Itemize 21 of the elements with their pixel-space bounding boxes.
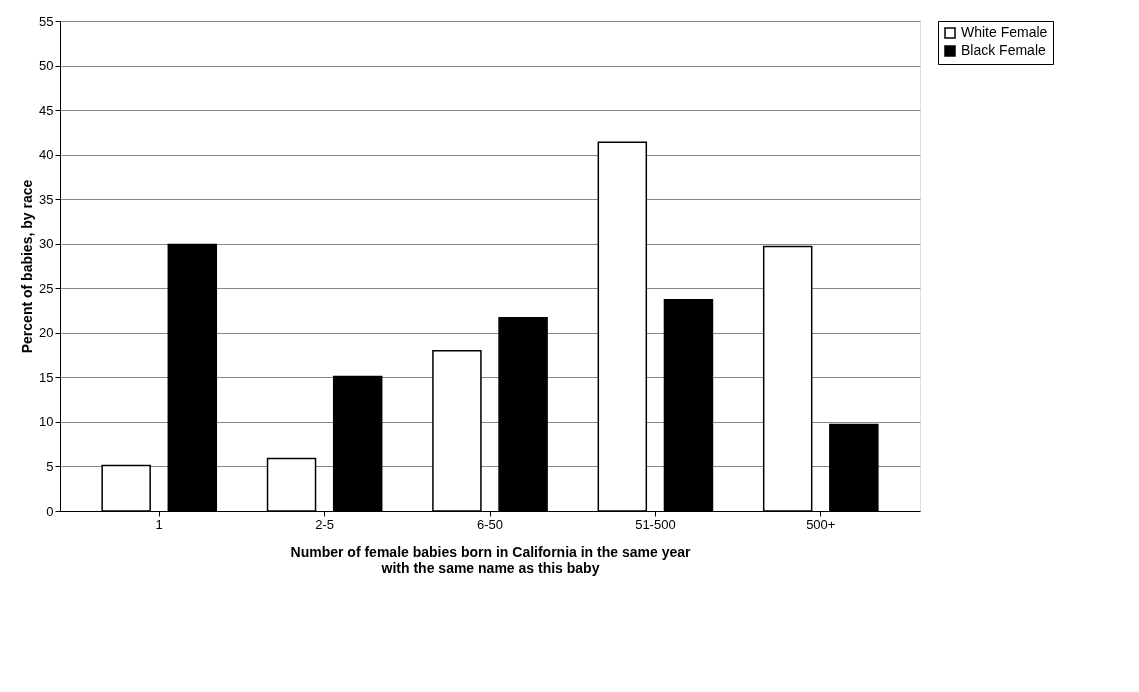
y-tick-label: 15 bbox=[39, 369, 54, 385]
y-tick-label: 35 bbox=[39, 191, 54, 207]
y-tick-label: 55 bbox=[39, 13, 54, 29]
y-tick-label: 25 bbox=[39, 280, 54, 296]
x-axis-title: Number of female babies born in California in the same year with the same name as this baby bbox=[290, 543, 691, 576]
y-axis-title: Percent of babies, by race bbox=[19, 179, 36, 354]
y-tick-label: 50 bbox=[39, 58, 54, 74]
y-tick-label: 5 bbox=[46, 458, 54, 474]
legend-label: White Female bbox=[961, 24, 1048, 40]
y-tick-label: 40 bbox=[39, 147, 54, 163]
y-tick-label: 10 bbox=[39, 414, 54, 430]
legend-label: Black Female bbox=[961, 42, 1047, 58]
y-tick-label: 30 bbox=[39, 236, 54, 252]
x-tick-label: 2-5 bbox=[315, 516, 335, 532]
y-tick-label: 45 bbox=[39, 102, 54, 118]
y-tick-label: 0 bbox=[46, 503, 54, 519]
x-tick-label: 1 bbox=[155, 516, 163, 532]
x-tick-label: 500+ bbox=[806, 516, 836, 532]
y-tick-label: 20 bbox=[39, 325, 54, 341]
x-tick-label: 6-50 bbox=[476, 516, 504, 532]
x-tick-label: 51-500 bbox=[635, 516, 676, 532]
